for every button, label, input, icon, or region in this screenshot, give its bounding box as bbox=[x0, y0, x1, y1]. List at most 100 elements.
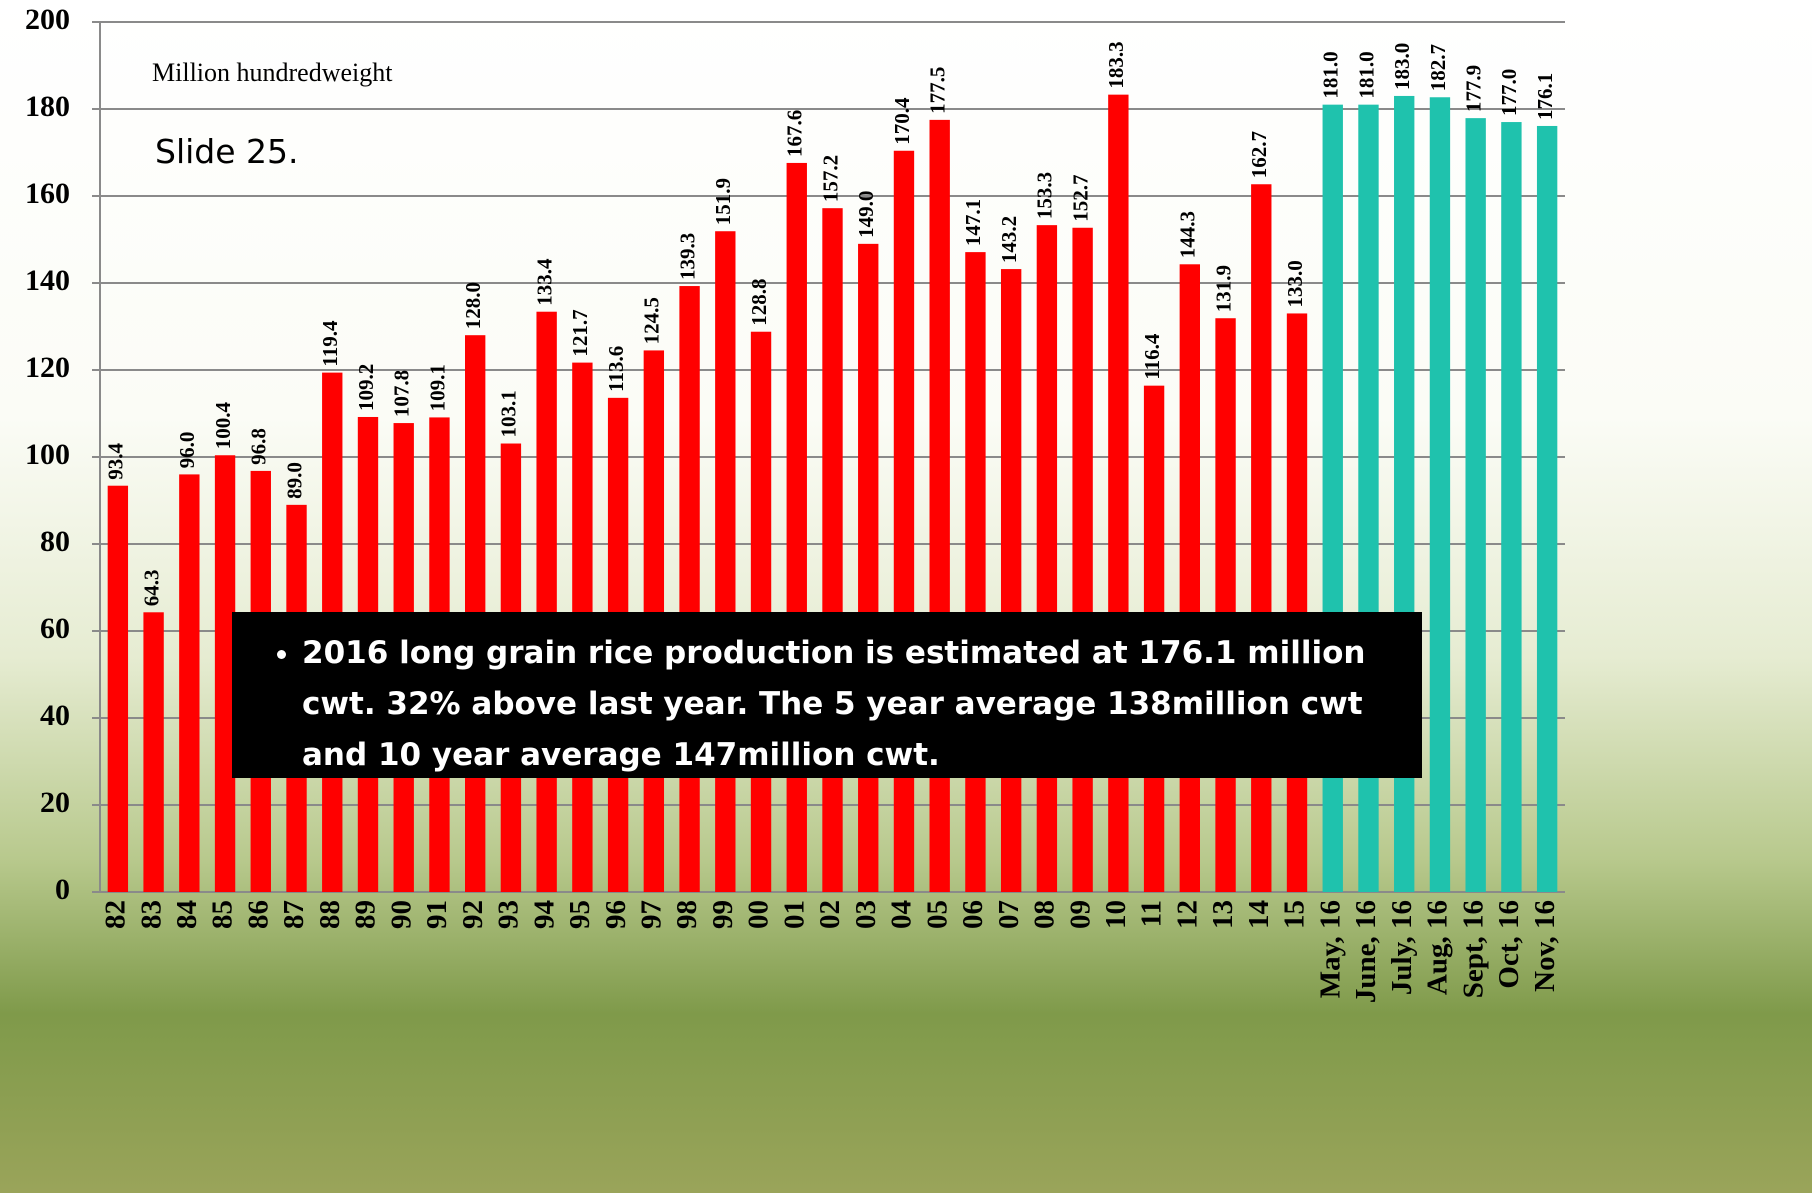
value-label: 183.0 bbox=[1390, 43, 1414, 90]
value-label: 177.9 bbox=[1461, 65, 1485, 112]
annotation: 2016 long grain rice production is estim… bbox=[302, 628, 1402, 781]
x-tick-label: July, 16 bbox=[1386, 900, 1418, 995]
x-tick-label: 83 bbox=[135, 900, 167, 929]
x-tick-label: 01 bbox=[778, 900, 810, 929]
value-label: 167.6 bbox=[783, 110, 807, 157]
x-tick-label: 02 bbox=[814, 900, 846, 929]
bar bbox=[1179, 264, 1201, 892]
y-tick-label: 200 bbox=[25, 3, 70, 36]
bar bbox=[1465, 118, 1486, 892]
value-label: 143.2 bbox=[997, 216, 1021, 263]
value-label: 177.0 bbox=[1497, 69, 1521, 116]
y-tick-label: 140 bbox=[25, 264, 70, 297]
value-label: 147.1 bbox=[961, 199, 985, 246]
bar bbox=[679, 286, 700, 892]
value-label: 96.8 bbox=[247, 428, 271, 465]
value-label: 133.0 bbox=[1283, 260, 1307, 307]
x-tick-label: June, 16 bbox=[1350, 900, 1382, 1003]
x-tick-label: 96 bbox=[600, 900, 632, 929]
value-label: 176.1 bbox=[1533, 73, 1557, 120]
value-label: 124.5 bbox=[640, 297, 664, 344]
value-label: 157.2 bbox=[818, 155, 842, 202]
bar bbox=[1215, 318, 1236, 892]
bar bbox=[1429, 97, 1451, 892]
x-tick-label: Nov, 16 bbox=[1529, 900, 1561, 992]
bar bbox=[1036, 225, 1058, 892]
value-label: 119.4 bbox=[318, 320, 342, 367]
bar bbox=[965, 252, 986, 893]
value-label: 131.9 bbox=[1211, 265, 1235, 312]
y-tick-label: 180 bbox=[25, 90, 70, 123]
x-tick-label: 03 bbox=[850, 900, 882, 929]
x-tick-label: 97 bbox=[635, 900, 667, 929]
bar bbox=[786, 162, 807, 892]
x-tick-label: Oct, 16 bbox=[1493, 900, 1525, 989]
value-label: 103.1 bbox=[497, 390, 521, 437]
value-label: 109.1 bbox=[425, 364, 449, 411]
annotation-box: 2016 long grain rice production is estim… bbox=[232, 612, 1422, 778]
y-tick-label: 120 bbox=[25, 351, 70, 384]
x-tick-label: 84 bbox=[171, 900, 203, 929]
bar bbox=[1000, 269, 1022, 893]
unit-label: Million hundredweight bbox=[152, 58, 393, 87]
x-tick-label: 00 bbox=[743, 900, 775, 929]
x-tick-label: 88 bbox=[314, 900, 346, 929]
value-label: 64.3 bbox=[139, 570, 163, 607]
x-tick-label: May, 16 bbox=[1314, 900, 1346, 998]
bar bbox=[1251, 184, 1272, 892]
bar bbox=[822, 208, 843, 892]
x-tick-label: 82 bbox=[100, 900, 132, 929]
x-tick-label: 08 bbox=[1029, 900, 1061, 929]
x-tick-label: 85 bbox=[207, 900, 239, 929]
value-label: 149.0 bbox=[854, 191, 878, 238]
value-label: 116.4 bbox=[1140, 333, 1164, 380]
value-label: 139.3 bbox=[675, 233, 699, 280]
bar bbox=[143, 612, 164, 892]
x-tick-label: 89 bbox=[350, 900, 382, 929]
x-tick-label: 93 bbox=[493, 900, 525, 929]
x-tick-label: 87 bbox=[278, 900, 310, 929]
value-label: 107.8 bbox=[390, 370, 414, 417]
y-tick-label: 40 bbox=[40, 699, 70, 732]
x-tick-label: 11 bbox=[1136, 900, 1168, 927]
value-label: 181.0 bbox=[1319, 51, 1343, 98]
value-label: 181.0 bbox=[1354, 51, 1378, 98]
bar bbox=[1501, 122, 1522, 893]
y-tick-label: 60 bbox=[40, 612, 70, 645]
bar bbox=[214, 455, 236, 892]
x-tick-label: 07 bbox=[993, 900, 1025, 929]
x-tick-label: Sept, 16 bbox=[1457, 900, 1489, 998]
y-tick-label: 0 bbox=[55, 873, 70, 906]
value-label: 144.3 bbox=[1176, 211, 1200, 258]
value-label: 109.2 bbox=[354, 364, 378, 411]
value-label: 93.4 bbox=[104, 442, 128, 479]
x-tick-label: 91 bbox=[421, 900, 453, 929]
x-tick-label: 05 bbox=[921, 900, 953, 929]
y-tick-label: 20 bbox=[40, 786, 70, 819]
x-tick-label: Aug, 16 bbox=[1422, 900, 1454, 995]
x-tick-label: 09 bbox=[1064, 900, 1096, 929]
value-label: 153.3 bbox=[1033, 172, 1057, 219]
x-tick-label: 90 bbox=[385, 900, 417, 929]
value-label: 170.4 bbox=[890, 97, 914, 145]
value-label: 100.4 bbox=[211, 402, 235, 450]
y-tick-label: 80 bbox=[40, 525, 70, 558]
value-label: 152.7 bbox=[1068, 175, 1092, 222]
x-tick-label: 14 bbox=[1243, 900, 1275, 929]
slide-label: Slide 25. bbox=[155, 132, 299, 171]
x-tick-label: 99 bbox=[707, 900, 739, 929]
value-label: 121.7 bbox=[568, 309, 592, 356]
value-label: 177.5 bbox=[926, 67, 950, 114]
value-label: 96.0 bbox=[175, 432, 199, 469]
value-label: 183.3 bbox=[1104, 41, 1128, 88]
x-tick-label: 92 bbox=[457, 900, 489, 929]
x-tick-label: 06 bbox=[957, 900, 989, 929]
x-tick-label: 95 bbox=[564, 900, 596, 929]
y-tick-label: 100 bbox=[25, 438, 70, 471]
value-label: 182.7 bbox=[1426, 44, 1450, 91]
y-tick-label: 160 bbox=[25, 177, 70, 210]
bar bbox=[1536, 125, 1558, 893]
bar bbox=[1286, 313, 1308, 892]
bar bbox=[107, 485, 129, 892]
